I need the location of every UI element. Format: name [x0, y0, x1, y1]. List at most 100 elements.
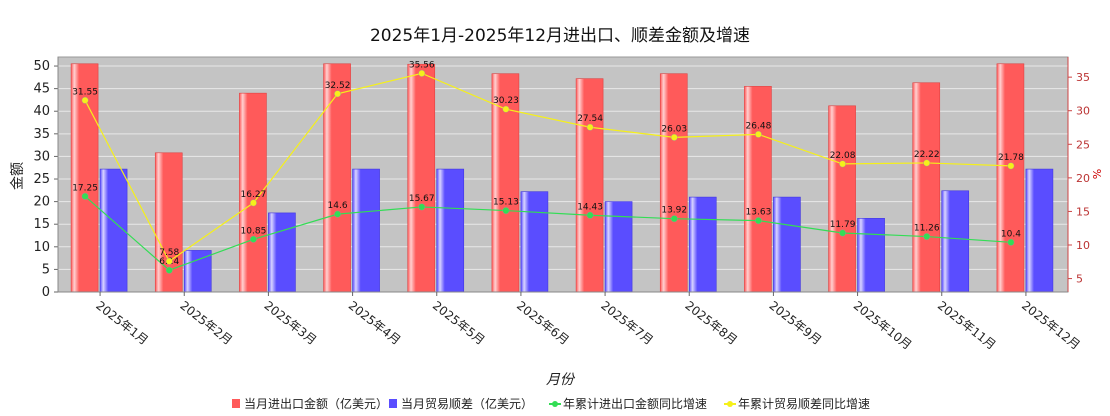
point-import-export-growth	[334, 210, 341, 218]
y-tick-label: 45	[33, 82, 50, 97]
legend-item: 年累计贸易顺差同比增速	[724, 397, 870, 411]
chart-title: 2025年1月-2025年12月进出口、顺差金额及增速	[370, 26, 750, 46]
bar-trade-surplus	[183, 250, 212, 293]
point-surplus-growth	[670, 133, 678, 141]
legend-item: 年累计进出口金额同比增速	[549, 396, 707, 411]
y-axis-label: 金额	[10, 162, 26, 190]
data-label-surplus-growth: 35.56	[409, 60, 435, 70]
point-import-export-growth	[1007, 238, 1015, 246]
data-label-surplus-growth: 21.78	[998, 153, 1024, 163]
bar-import-export	[912, 82, 941, 293]
x-tick-label: 2025年6月	[514, 298, 572, 347]
x-tick-label: 2025年8月	[682, 298, 740, 347]
x-tick-label: 2025年3月	[262, 298, 320, 347]
point-import-export-growth	[755, 217, 762, 225]
bar-trade-surplus	[857, 218, 885, 293]
point-import-export-growth	[81, 192, 89, 200]
point-surplus-growth	[502, 105, 510, 113]
point-surplus-growth	[586, 123, 594, 131]
data-label-import-export-growth: 14.43	[577, 202, 603, 212]
right-tick-label: 5	[1076, 273, 1083, 286]
data-label-import-export-growth: 11.79	[830, 220, 856, 230]
data-label-surplus-growth: 30.23	[493, 96, 519, 106]
x-tick-label: 2025年10月	[851, 298, 915, 352]
point-import-export-growth	[250, 235, 257, 243]
x-tick-label: 2025年12月	[1019, 298, 1083, 352]
data-label-surplus-growth: 22.08	[830, 151, 856, 161]
y-tick-label: 10	[33, 240, 50, 255]
y-tick-label: 35	[33, 127, 50, 142]
point-surplus-growth	[81, 96, 89, 104]
legend-swatch	[389, 399, 397, 408]
bar-import-export	[575, 78, 604, 293]
lines: 17.256.2410.8514.615.6715.1314.4313.9213…	[72, 60, 1024, 274]
data-label-surplus-growth: 16.27	[241, 190, 267, 200]
bars	[70, 63, 1054, 293]
data-label-surplus-growth: 22.22	[914, 150, 940, 160]
plot-area	[57, 56, 1069, 293]
line-surplus-growth	[84, 72, 1011, 263]
right-tick-label: 25	[1076, 138, 1090, 151]
data-label-surplus-growth: 7.58	[159, 248, 179, 258]
x-axis-label: 月份	[546, 372, 576, 388]
bar-trade-surplus	[520, 191, 549, 293]
bar-trade-surplus	[436, 168, 465, 293]
data-label-import-export-growth: 10.85	[241, 226, 267, 236]
x-tick-label: 2025年9月	[767, 298, 825, 347]
bar-trade-surplus	[268, 212, 296, 293]
legend-label: 当月贸易顺差（亿美元）	[401, 396, 533, 411]
bar-trade-surplus	[604, 201, 633, 293]
bar-import-export	[659, 73, 688, 293]
point-surplus-growth	[418, 69, 426, 77]
bar-import-export	[744, 86, 772, 293]
data-label-import-export-growth: 13.92	[661, 206, 687, 216]
data-label-surplus-growth: 27.54	[577, 114, 603, 124]
point-surplus-growth	[839, 160, 846, 168]
point-surplus-growth	[250, 199, 257, 207]
bar-import-export	[323, 63, 351, 293]
x-tick-label: 2025年4月	[346, 298, 404, 347]
legend-label: 当月进出口金额（亿美元）	[244, 396, 388, 411]
legend-item: 当月贸易顺差（亿美元）	[389, 396, 533, 411]
right-tick-label: 20	[1076, 172, 1090, 185]
y-tick-label: 20	[33, 195, 50, 210]
point-import-export-growth	[418, 203, 426, 211]
bar-trade-surplus	[99, 168, 128, 293]
legend-marker	[727, 401, 733, 407]
legend-item: 当月进出口金额（亿美元）	[232, 396, 388, 411]
right-tick-label: 35	[1076, 71, 1090, 84]
bar-trade-surplus	[688, 196, 717, 293]
point-import-export-growth	[923, 233, 931, 240]
x-tick-label: 2025年5月	[430, 298, 488, 347]
legend-swatch	[232, 399, 240, 408]
data-label-surplus-growth: 26.03	[661, 124, 687, 134]
x-axis: 2025年1月 2025年2月 2025年3月 2025年4月 2025年5月 2025年…	[58, 291, 1083, 352]
data-label-import-export-growth: 11.26	[914, 224, 940, 234]
y-tick-label: 40	[33, 104, 50, 119]
y-tick-label: 25	[33, 172, 50, 187]
x-tick-label: 2025年7月	[598, 298, 656, 347]
y-tick-label: 5	[42, 262, 50, 277]
legend-label: 年累计进出口金额同比增速	[563, 396, 707, 411]
data-label-surplus-growth: 26.48	[746, 121, 772, 131]
y-tick-label: 30	[33, 149, 50, 164]
x-tick-label: 2025年11月	[935, 298, 999, 352]
y-tick-label: 50	[33, 59, 50, 74]
right-tick-label: 30	[1076, 105, 1090, 118]
point-surplus-growth	[334, 90, 341, 98]
y-tick-label: 15	[33, 217, 50, 232]
right-axis-label: %	[1090, 169, 1103, 179]
data-label-surplus-growth: 32.52	[325, 81, 351, 91]
point-surplus-growth	[1007, 162, 1015, 170]
legend-label: 年累计贸易顺差同比增速	[738, 397, 870, 411]
data-label-import-export-growth: 17.25	[72, 183, 98, 193]
point-import-export-growth	[586, 211, 594, 219]
y-tick-label: 0	[42, 285, 50, 300]
bar-import-export	[407, 63, 436, 293]
right-tick-label: 15	[1076, 205, 1090, 218]
legend-marker	[552, 401, 558, 407]
point-import-export-growth	[165, 266, 173, 274]
data-label-import-export-growth: 15.13	[493, 198, 519, 208]
point-surplus-growth	[923, 159, 931, 167]
y-axis-left: 0 5 10 15 20 25 30 35 40 45 50	[33, 57, 59, 300]
